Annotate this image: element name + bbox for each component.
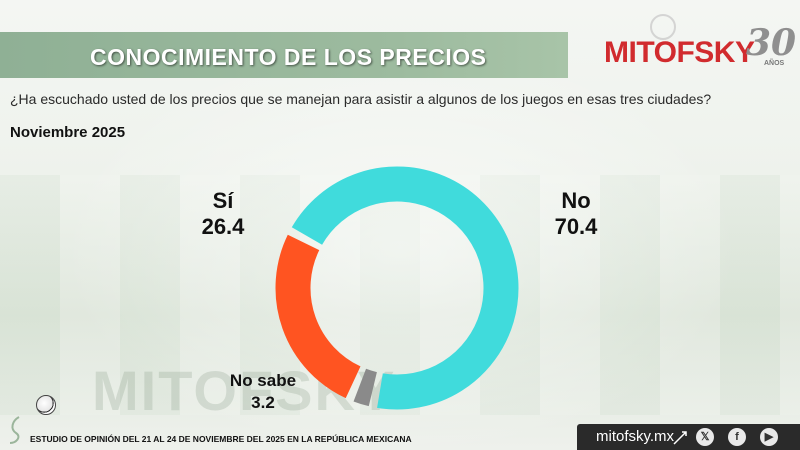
page-title: CONOCIMIENTO DE LOS PRECIOS [90, 44, 487, 70]
label-si-name: Sí [212, 188, 234, 213]
website-link[interactable]: mitofsky.mx [596, 428, 675, 445]
survey-period: Noviembre 2025 [10, 124, 126, 141]
study-footnote: ESTUDIO DE OPINIÓN DEL 21 AL 24 DE NOVIE… [30, 434, 412, 444]
player-figure-icon [9, 416, 20, 444]
donut-slice-no-sabe [353, 368, 378, 407]
label-si: Sí 26.4 [188, 188, 258, 240]
donut-slice-no [291, 166, 519, 410]
soccer-ball-icon [36, 395, 56, 415]
survey-question: ¿Ha escuchado usted de los precios que s… [10, 91, 712, 107]
logo-years: 30 [746, 22, 797, 64]
label-no-sabe-name: No sabe [229, 371, 297, 390]
x-icon[interactable]: 𝕏 [696, 428, 714, 446]
label-no-sabe-value: 3.2 [251, 393, 275, 412]
logo-years-suffix: AÑOS [764, 60, 785, 67]
cursor-sparkle-icon [673, 431, 687, 445]
mitofsky-logo: MITOFSKY 30 AÑOS [604, 14, 797, 77]
logo-text: MITOFSKY [604, 36, 755, 69]
label-no-name: No [561, 188, 591, 213]
title-band [0, 32, 568, 78]
donut-slice-s- [275, 234, 361, 399]
label-no-sabe: No sabe 3.2 [218, 370, 308, 414]
facebook-icon[interactable]: f [728, 428, 746, 446]
label-no-value: 70.4 [554, 214, 598, 239]
label-no: No 70.4 [536, 188, 616, 240]
youtube-icon[interactable]: ▶ [760, 428, 778, 446]
logo-ball-icon [650, 14, 676, 40]
label-si-value: 26.4 [201, 214, 245, 239]
